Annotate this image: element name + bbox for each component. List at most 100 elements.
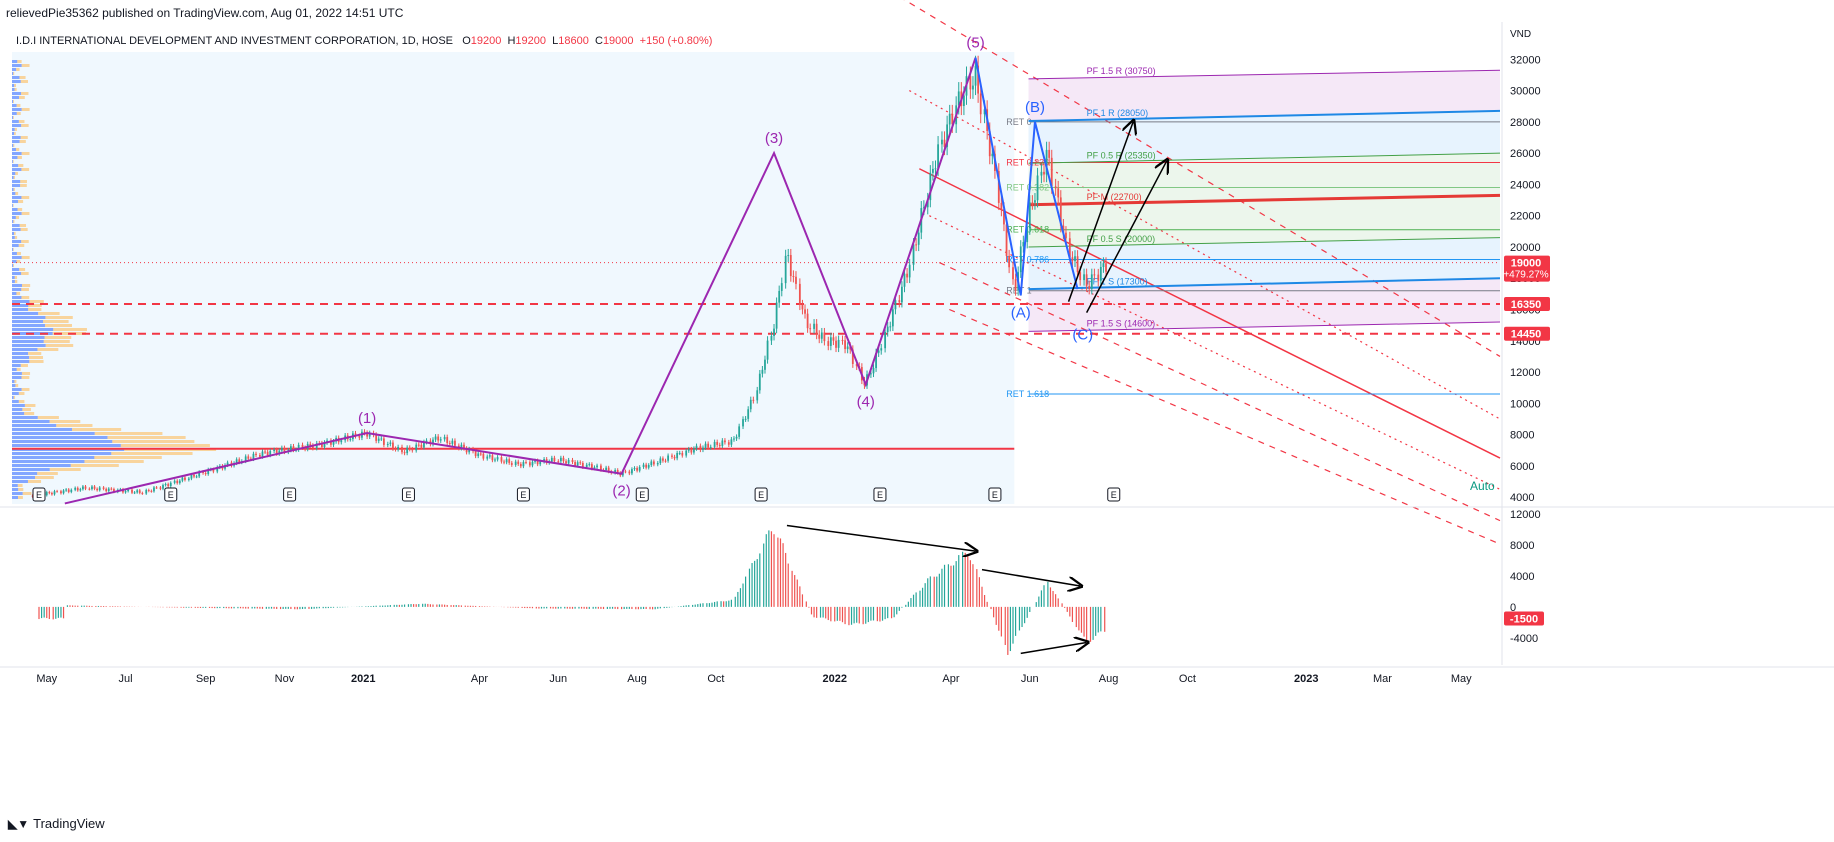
candle-body [150, 490, 153, 492]
volume-profile-bar-up [12, 104, 17, 107]
volume-profile-bar-up [12, 404, 25, 407]
candle-body [742, 419, 744, 427]
volume-profile-bar-down [13, 116, 14, 119]
price-tick-label: 22000 [1510, 211, 1541, 223]
history-shaded-region [12, 52, 1015, 504]
earnings-marker-icon [283, 487, 297, 502]
currency-label: VND [1510, 29, 1531, 40]
volume-profile-bar-up [12, 72, 14, 75]
candle-body [991, 153, 994, 157]
earnings-marker-label: E [520, 490, 526, 500]
candle-body [423, 442, 425, 448]
candle-body [917, 232, 920, 245]
volume-profile-bar-up [12, 300, 30, 303]
volume-profile-bar-down [13, 264, 15, 267]
candle-body [1028, 202, 1031, 229]
candle-body [1071, 257, 1074, 262]
candle-body [451, 440, 454, 444]
candle-body [147, 490, 150, 492]
candle-body [415, 444, 418, 451]
pitchfork-label: PF 1.5 S (14600) [1087, 319, 1156, 329]
candle-body [1059, 197, 1062, 226]
candle-body [979, 93, 982, 115]
candle-body [718, 444, 721, 446]
earnings-marker-label: E [168, 490, 174, 500]
volume-profile-bar-down [53, 328, 87, 331]
earnings-marker-icon [988, 487, 1002, 502]
volume-profile-bar-up [12, 304, 29, 307]
volume-profile-bar-up [12, 484, 18, 487]
candle-body [770, 335, 773, 341]
oscillator-histogram [38, 530, 1106, 655]
candle-body [169, 482, 172, 487]
volume-profile-bar-down [18, 164, 24, 167]
volume-profile-bar-down [21, 108, 30, 111]
volume-profile-bar-up [12, 352, 29, 355]
candle-body [908, 264, 911, 278]
volume-profile-bar-down [49, 420, 81, 423]
volume-profile-bar-down [21, 196, 30, 199]
candle-body [102, 487, 105, 489]
time-tick-label: Jun [549, 673, 567, 685]
volume-profile-bar-down [17, 484, 23, 487]
volume-profile-bar-up [12, 264, 14, 267]
volume-profile-bar-down [12, 160, 14, 163]
candle-body [181, 477, 184, 481]
wave-label: (2) [612, 483, 630, 500]
candle-body [198, 471, 201, 477]
candle-body [614, 470, 617, 473]
candle-body [915, 244, 918, 246]
time-tick-label: Aug [1099, 673, 1119, 685]
volume-profile-bar-up [12, 452, 112, 455]
candle-body [749, 399, 752, 410]
candle-body [550, 457, 553, 462]
volume-profile-bar-down [21, 288, 29, 291]
volume-profile-bar-down [14, 84, 17, 87]
candle-body [145, 490, 148, 494]
candle-body [448, 442, 451, 444]
candle-body [539, 461, 542, 465]
candle-body [1093, 274, 1096, 276]
time-tick-label: 2023 [1294, 673, 1318, 685]
volume-profile-bar-up [12, 280, 15, 283]
candle-body [901, 286, 903, 303]
volume-profile-bar-up [12, 200, 19, 203]
volume-profile-bar-down [20, 136, 28, 139]
volume-profile-bar-up [12, 96, 20, 99]
candle-body [891, 309, 894, 327]
candle-body [264, 451, 266, 453]
low-value: 18600 [558, 35, 589, 47]
volume-profile-bar-up [12, 480, 28, 483]
volume-profile-bar-up [12, 440, 113, 443]
candle-body [562, 457, 565, 462]
candle-body [375, 434, 378, 441]
volume-profile-bar-up [12, 320, 44, 323]
volume-profile-bar-up [12, 228, 21, 231]
candle-body [932, 168, 934, 173]
candle-body [1090, 274, 1093, 289]
candle-body [193, 474, 195, 477]
open-value: 19200 [470, 35, 502, 47]
candle-body [766, 340, 769, 360]
candle-body [631, 469, 633, 474]
price-label-value: 16350 [1511, 299, 1542, 311]
earnings-marker-label: E [758, 490, 764, 500]
fib-label: RET 0.786 [1006, 254, 1049, 264]
oscillator-tick-label: 8000 [1510, 540, 1534, 552]
volume-profile-bar-down [16, 252, 21, 255]
volume-profile-bar-up [12, 60, 18, 63]
candle-body [363, 431, 366, 433]
candle-body [844, 340, 846, 350]
candle-body [406, 447, 409, 454]
volume-profile-bar-down [24, 412, 35, 415]
candle-body [173, 480, 176, 483]
volume-profile-bar-up [12, 84, 15, 87]
footer-brand[interactable]: ◣▼ TradingView [8, 816, 105, 831]
volume-profile-bar-down [15, 384, 19, 387]
volume-profile-bar-down [21, 92, 29, 95]
volume-profile-bar-down [56, 424, 93, 427]
volume-profile-bar-up [12, 284, 22, 287]
candle-body [702, 447, 704, 450]
volume-profile-bar-down [20, 364, 28, 367]
